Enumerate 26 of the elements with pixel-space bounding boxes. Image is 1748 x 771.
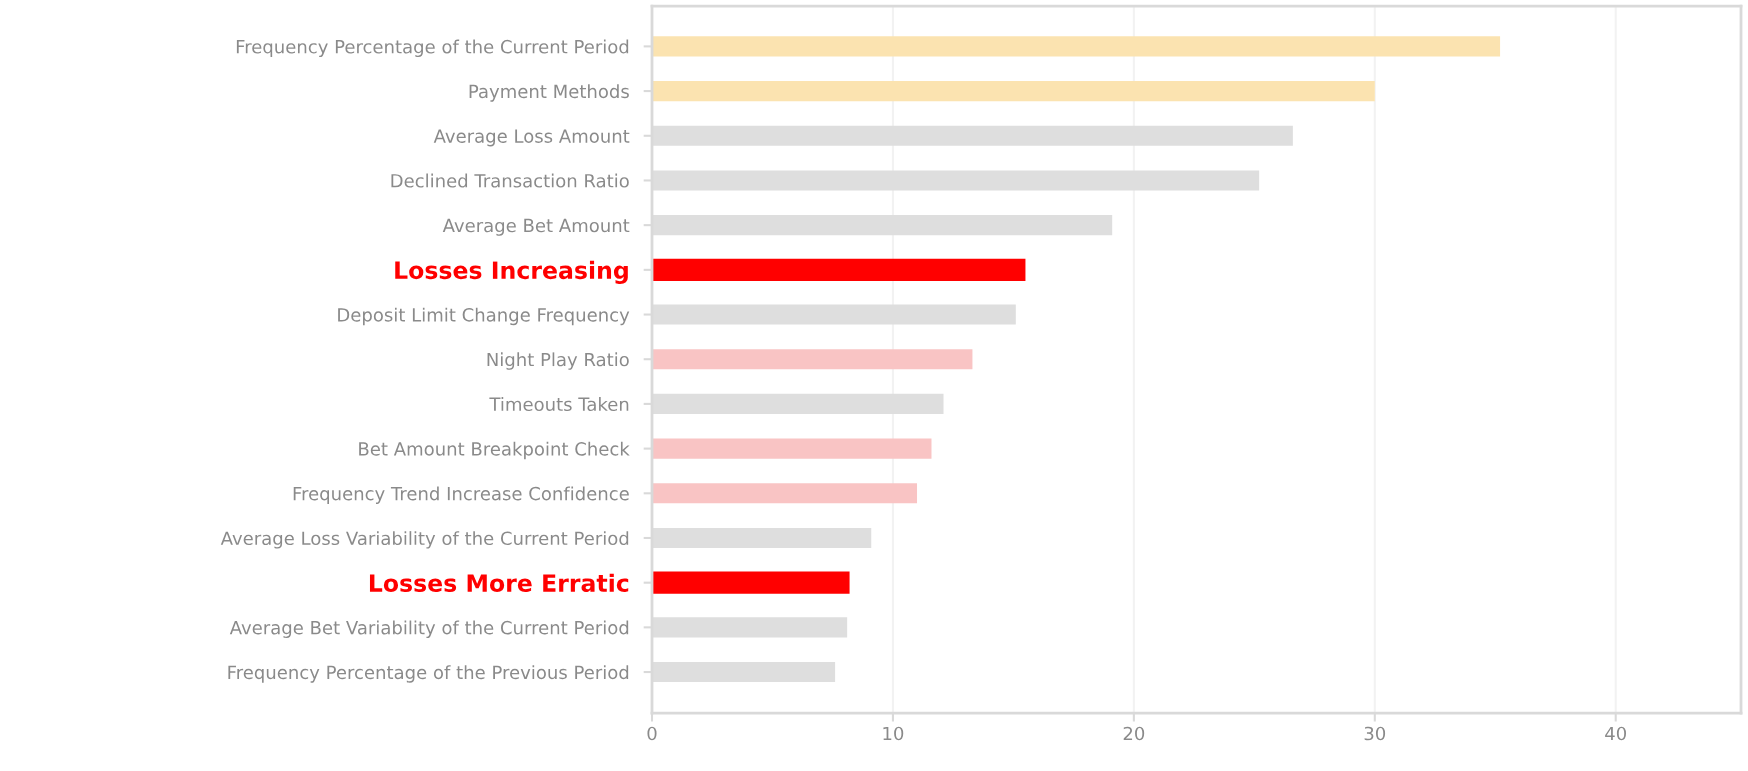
y-tick-label: Average Loss Amount [433,129,630,147]
y-tick-label: Night Play Ratio [487,352,629,370]
y-tick-label: Losses Increasing [395,260,628,284]
y-tick-label: Deposit Limit Change Frequency [338,307,630,326]
y-tick-label: Average Bet Amount [442,218,630,236]
x-tick-label: 0 [647,726,657,741]
y-tick-label: Average Loss Variability of the Current Period [220,531,629,549]
y-tick-label: Average Bet Variability of the Current Period [229,620,629,638]
y-tick-label: Frequency Percentage of the Current Period [236,39,629,57]
bar [652,36,1501,57]
x-tick-label: 30 [1364,726,1386,741]
x-tick-label: 10 [883,726,904,741]
y-tick-label: Timeouts Taken [489,397,629,412]
x-tick-label: 40 [1605,726,1627,741]
bar [652,438,932,459]
bar [652,483,918,504]
y-tick-label: Losses More Erratic [369,573,629,592]
y-tick-label: Bet Amount Breakpoint Check [359,441,630,460]
bar [652,349,973,370]
y-tick-label: Payment Methods [469,84,629,102]
x-tick-label: 20 [1123,726,1145,741]
y-tick-label: Declined Transaction Ratio [391,173,629,188]
y-tick-label: Frequency Percentage of the Previous Period [228,665,629,683]
y-tick-label: Frequency Trend Increase Confidence [293,486,629,504]
bar [652,81,1375,102]
bar [652,571,850,594]
